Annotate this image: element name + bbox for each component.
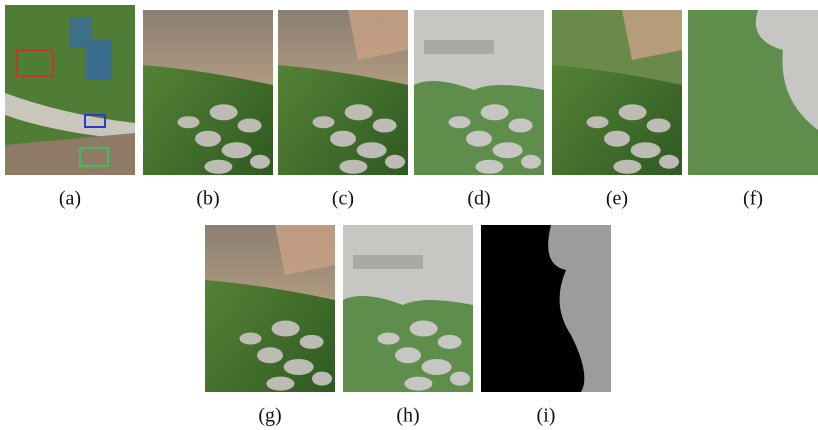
- region: [378, 333, 400, 345]
- figure: (a) (b) (c) (d) (e) (f) (g) (h) (i): [0, 0, 818, 430]
- panel-image: [343, 225, 473, 392]
- panel-image: [481, 225, 611, 392]
- caption: (h): [396, 405, 419, 427]
- chair: [85, 40, 111, 80]
- caption: (d): [467, 188, 490, 210]
- panel: (i): [481, 225, 611, 427]
- panel-image: [552, 10, 682, 175]
- stone: [272, 321, 300, 337]
- panel-image: [5, 5, 135, 175]
- panel-image: [278, 10, 408, 175]
- panel: (g): [205, 225, 335, 427]
- stone: [373, 119, 397, 133]
- panel: (b): [143, 10, 273, 210]
- region: [521, 155, 541, 169]
- stone: [178, 116, 200, 128]
- caption: (i): [537, 405, 556, 427]
- stone: [587, 116, 609, 128]
- panel-image: [205, 225, 335, 392]
- stone: [195, 131, 221, 147]
- caption: (g): [258, 405, 281, 427]
- stone: [210, 104, 238, 120]
- region: [466, 131, 492, 147]
- region: [353, 255, 423, 269]
- panel: (d): [414, 10, 544, 210]
- region: [438, 335, 462, 349]
- stone: [240, 333, 262, 345]
- region: [509, 119, 533, 133]
- stone: [339, 160, 367, 174]
- stone: [613, 160, 641, 174]
- panel-image: [688, 10, 818, 175]
- region: [450, 372, 470, 386]
- stone: [257, 347, 283, 363]
- region: [410, 321, 438, 337]
- region: [424, 40, 494, 54]
- stone: [313, 116, 335, 128]
- panel: (h): [343, 225, 473, 427]
- region: [481, 104, 509, 120]
- region: [422, 359, 452, 375]
- panel: (e): [552, 10, 682, 210]
- stone: [357, 142, 387, 158]
- stone: [345, 104, 373, 120]
- region: [449, 116, 471, 128]
- stone: [300, 335, 324, 349]
- stone: [238, 119, 262, 133]
- region: [404, 377, 432, 391]
- stone: [222, 142, 252, 158]
- stone: [284, 359, 314, 375]
- stone: [330, 131, 356, 147]
- stone: [250, 155, 270, 169]
- stone: [385, 155, 405, 169]
- stone: [604, 131, 630, 147]
- caption: (f): [743, 188, 763, 210]
- caption: (c): [332, 188, 354, 210]
- stone: [647, 119, 671, 133]
- stone: [204, 160, 232, 174]
- stone: [619, 104, 647, 120]
- panel-image: [143, 10, 273, 175]
- panel-image: [414, 10, 544, 175]
- stone: [659, 155, 679, 169]
- stone: [631, 142, 661, 158]
- stone: [266, 377, 294, 391]
- caption: (b): [196, 188, 219, 210]
- region: [395, 347, 421, 363]
- caption: (a): [59, 188, 81, 210]
- panel: (c): [278, 10, 408, 210]
- caption: (e): [606, 188, 628, 210]
- stone: [312, 372, 332, 386]
- panel: (a): [5, 5, 135, 210]
- region: [475, 160, 503, 174]
- region: [493, 142, 523, 158]
- panel: (f): [688, 10, 818, 210]
